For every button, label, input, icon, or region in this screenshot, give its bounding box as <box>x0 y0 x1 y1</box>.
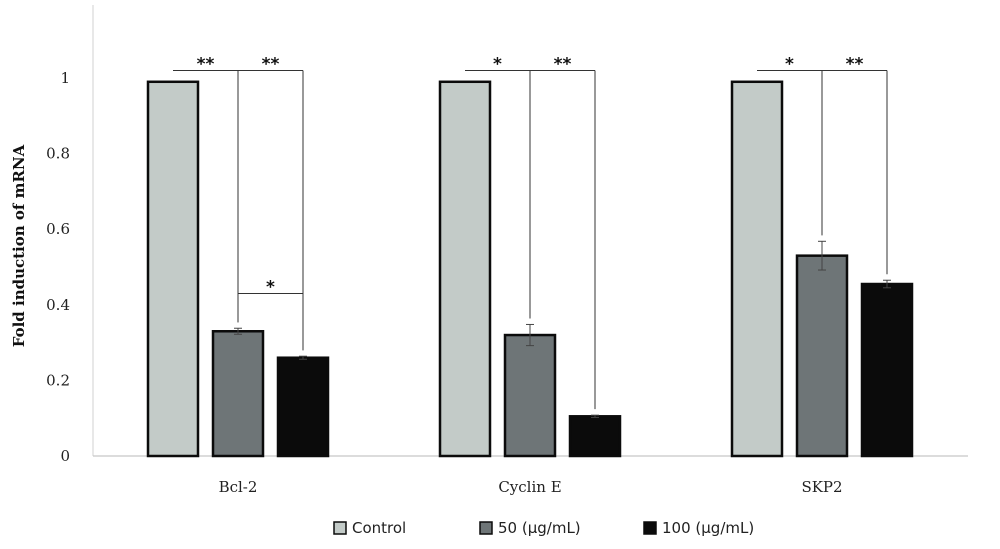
legend-label: 50 (µg/mL) <box>498 519 581 537</box>
bar <box>276 356 330 458</box>
legend-swatch <box>333 521 347 535</box>
labels: 0 0.2 0.4 0.6 0.8 1 Fold induction of mRNA Bcl-… <box>10 69 843 496</box>
y-tick-label: 0.4 <box>46 296 70 314</box>
x-tick-label: SKP2 <box>801 478 842 496</box>
significance-label: * <box>266 277 275 297</box>
error-bars <box>234 240 891 418</box>
significance-brackets: ** **** ** * ** <box>173 54 888 410</box>
y-tick-label: 0.6 <box>46 220 70 238</box>
bar <box>211 330 265 458</box>
y-tick-label: 0.8 <box>46 145 70 163</box>
legend-swatch <box>479 521 493 535</box>
significance-label: ** <box>197 54 215 74</box>
y-axis-label: Fold induction of mRNA <box>10 144 28 347</box>
legend: Control 50 (µg/mL) 100 (µg/mL) <box>333 519 754 537</box>
bar <box>795 254 849 458</box>
legend-label: 100 (µg/mL) <box>662 519 754 537</box>
significance-label: * <box>785 54 794 74</box>
bar <box>568 415 622 458</box>
x-tick-label: Cyclin E <box>498 478 561 496</box>
y-tick-label: 0.2 <box>46 371 70 389</box>
significance-label: ** <box>262 54 280 74</box>
bars <box>146 80 914 458</box>
bar <box>503 333 557 458</box>
significance-label: ** <box>846 54 864 74</box>
legend-label: Control <box>352 519 406 537</box>
y-tick-label: 0 <box>60 447 70 465</box>
significance-label: * <box>493 54 502 74</box>
significance-label: ** <box>554 54 572 74</box>
bar <box>146 80 200 458</box>
bar <box>438 80 492 458</box>
y-tick-label: 1 <box>60 69 70 87</box>
legend-swatch <box>643 521 657 535</box>
bar <box>730 80 784 458</box>
bar <box>860 282 914 458</box>
x-tick-label: Bcl-2 <box>219 478 258 496</box>
